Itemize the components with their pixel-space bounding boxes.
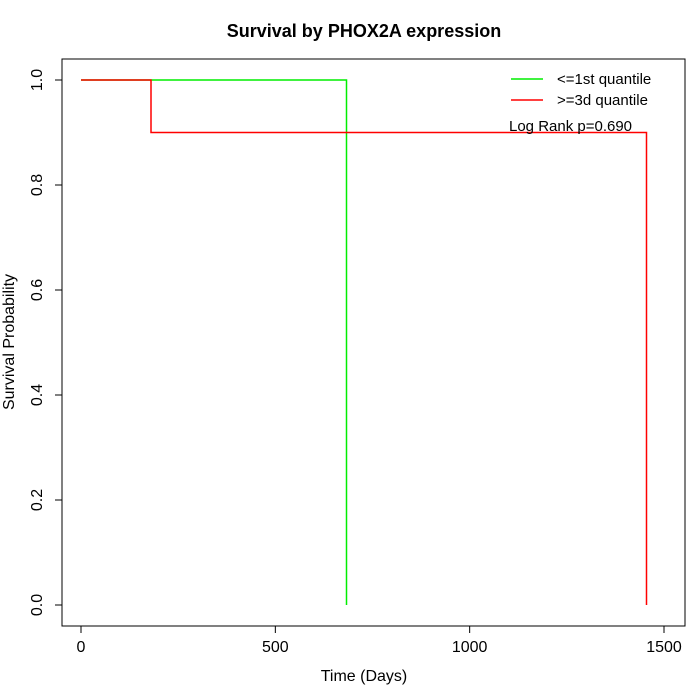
y-tick-label: 1.0: [29, 69, 46, 91]
plot-frame: [61, 58, 686, 627]
x-tick-label: 1500: [646, 639, 682, 656]
legend-label: >=3d quantile: [557, 92, 648, 109]
x-axis-label: Time (Days): [321, 668, 408, 685]
series-line-2: [81, 79, 648, 605]
x-tick-label: 1000: [452, 639, 488, 656]
series-line-1: [81, 79, 348, 605]
legend-label: <=1st quantile: [557, 71, 651, 88]
x-tick-label: 0: [77, 639, 86, 656]
log-rank-annotation: Log Rank p=0.690: [509, 118, 632, 135]
y-tick-label: 0.2: [29, 489, 46, 511]
y-tick-label: 0.6: [29, 279, 46, 301]
x-axis: 0 500 1000 1500: [77, 625, 682, 656]
y-axis: 0.0 0.2 0.4 0.6 0.8 1.0: [29, 69, 63, 616]
chart-title: Survival by PHOX2A expression: [227, 21, 501, 41]
x-tick-label: 500: [262, 639, 289, 656]
y-tick-label: 0.8: [29, 174, 46, 196]
y-tick-label: 0.0: [29, 594, 46, 616]
y-tick-label: 0.4: [29, 384, 46, 406]
legend: <=1st quantile >=3d quantile: [511, 71, 651, 109]
y-axis-label: Survival Probability: [1, 274, 18, 410]
series-layer: [81, 79, 648, 605]
